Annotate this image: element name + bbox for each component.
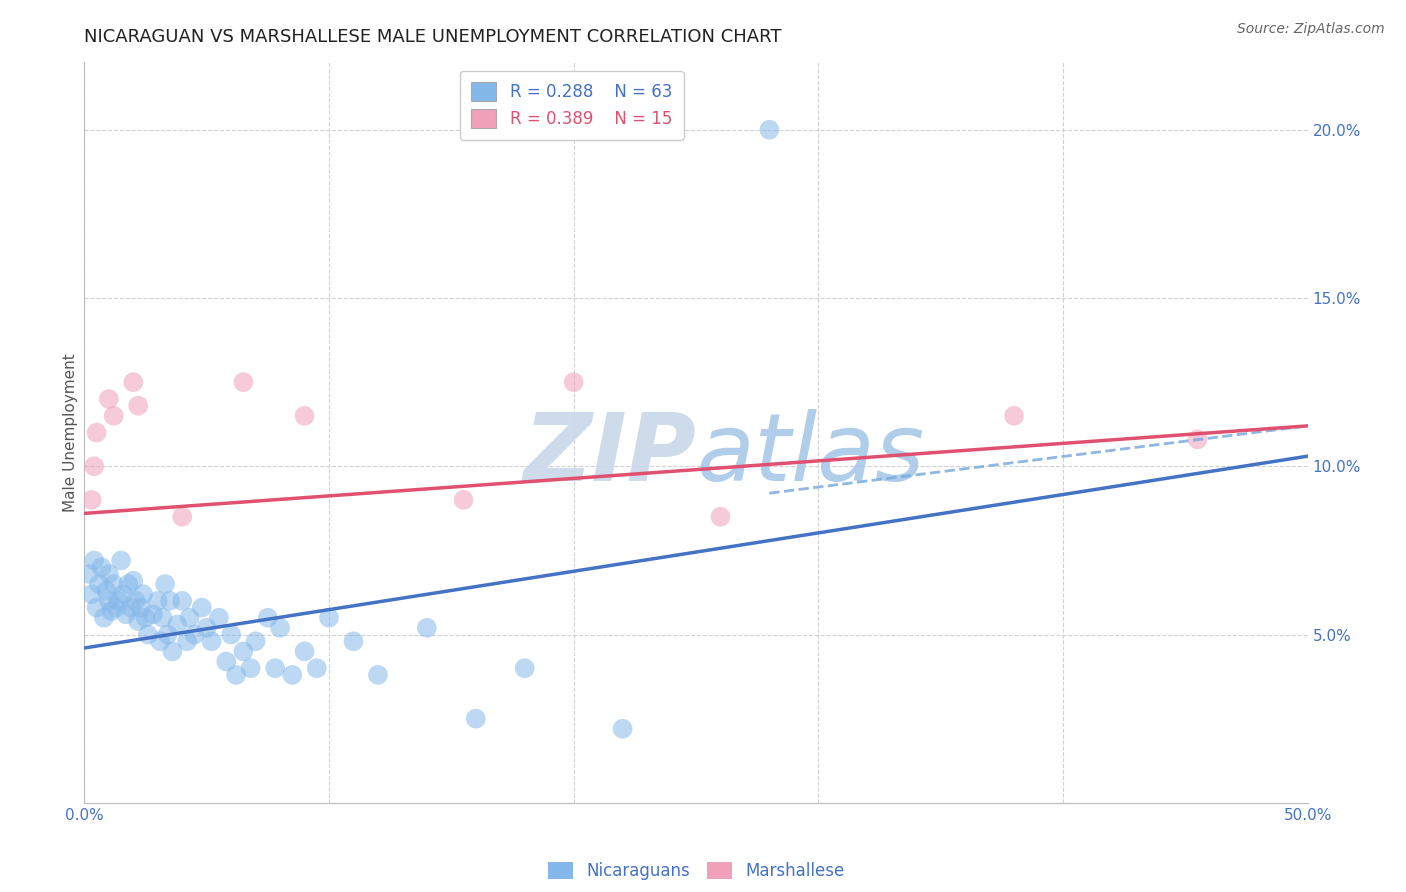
Text: Source: ZipAtlas.com: Source: ZipAtlas.com [1237,22,1385,37]
Point [122,375,145,389]
Point [162,644,184,658]
Point [183,627,205,641]
Point [96,583,118,598]
Point [142,607,165,622]
Point [90,560,112,574]
Point [225,668,247,682]
Point [562,375,585,389]
Point [129,600,152,615]
Point [305,661,328,675]
Point [342,634,364,648]
Point [367,668,389,682]
Text: ZIP: ZIP [523,409,696,500]
Point [86,600,108,615]
Point [112,587,135,601]
Point [77,566,100,581]
Text: atlas: atlas [696,409,924,500]
Point [153,577,176,591]
Text: NICARAGUAN VS MARSHALLESE MALE UNEMPLOYMENT CORRELATION CHART: NICARAGUAN VS MARSHALLESE MALE UNEMPLOYM… [84,28,782,45]
Point [281,668,304,682]
Point [416,621,439,635]
Point [97,392,120,406]
Point [83,553,105,567]
Point [257,610,280,624]
Point [122,574,145,588]
Point [127,399,149,413]
Point [149,634,172,648]
Point [152,610,174,624]
Point [464,712,486,726]
Point [1002,409,1025,423]
Point [208,610,231,624]
Point [215,655,238,669]
Point [100,604,122,618]
Point [264,661,287,675]
Point [83,459,105,474]
Point [97,566,120,581]
Point [105,600,128,615]
Point [146,594,169,608]
Point [195,621,218,635]
Point [156,627,179,641]
Point [294,644,316,658]
Y-axis label: Male Unemployment: Male Unemployment [63,353,77,512]
Point [107,594,129,608]
Point [132,587,155,601]
Point [269,621,291,635]
Point [136,627,159,641]
Legend: Nicaraguans, Marshallese: Nicaraguans, Marshallese [541,855,851,887]
Point [191,600,214,615]
Point [172,509,194,524]
Point [294,409,316,423]
Point [758,122,780,136]
Point [115,607,138,622]
Point [110,553,132,567]
Point [232,644,254,658]
Point [103,577,125,591]
Point [166,617,188,632]
Point [97,594,120,608]
Point [80,492,103,507]
Point [176,634,198,648]
Point [125,594,148,608]
Point [159,594,181,608]
Point [612,722,634,736]
Point [103,409,125,423]
Point [93,610,115,624]
Point [87,577,110,591]
Point [135,610,157,624]
Point [172,594,194,608]
Point [200,634,222,648]
Point [318,610,340,624]
Point [117,577,139,591]
Point [239,661,262,675]
Point [232,375,254,389]
Point [86,425,108,440]
Point [219,627,242,641]
Point [127,614,149,628]
Point [1187,433,1209,447]
Point [453,492,475,507]
Point [120,600,142,615]
Point [179,610,201,624]
Point [245,634,267,648]
Point [513,661,536,675]
Point [80,587,103,601]
Point [709,509,731,524]
